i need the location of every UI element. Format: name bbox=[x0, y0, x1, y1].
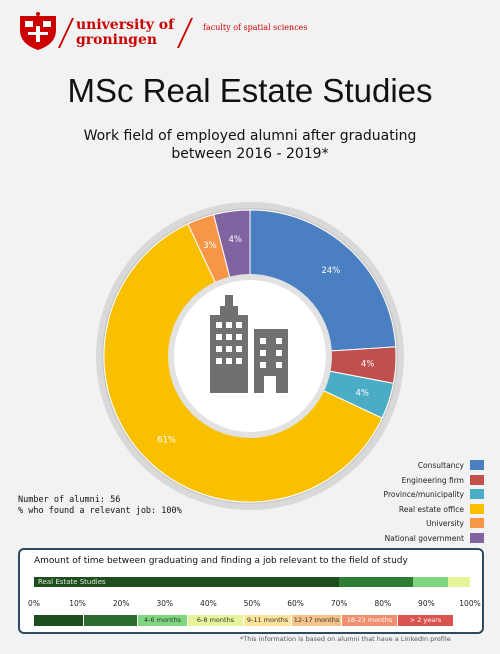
faculty-name: faculty of spatial sciences bbox=[203, 23, 308, 32]
legend-label: Engineering firm bbox=[401, 475, 464, 485]
page-title: MSc Real Estate Studies bbox=[67, 72, 433, 109]
legend-item: Consultancy bbox=[340, 459, 490, 473]
time-key-item: 12-17 months bbox=[292, 615, 341, 626]
x-tick-label: 100% bbox=[459, 599, 481, 608]
legend-swatch bbox=[470, 460, 484, 470]
time-to-job-bar: Real Estate Studies bbox=[34, 577, 470, 587]
legend-item: Province/municipality bbox=[340, 488, 490, 502]
x-tick-label: 80% bbox=[374, 599, 392, 608]
x-tick-label: 20% bbox=[112, 599, 130, 608]
x-tick-label: 90% bbox=[418, 599, 435, 608]
time-key-item: > 2 years bbox=[398, 615, 453, 626]
legend-item: Real estate office bbox=[340, 503, 490, 517]
chart-legend: Consultancy Engineering firm Province/muni… bbox=[340, 459, 490, 546]
time-key-item bbox=[34, 615, 83, 626]
university-name: university of groningen bbox=[76, 17, 175, 48]
slice-label: 3% bbox=[203, 241, 217, 251]
x-tick-label: 0% bbox=[28, 599, 40, 608]
relevant-job-rate: % who found a relevant job: 100% bbox=[18, 506, 182, 516]
legend-label: Province/municipality bbox=[383, 490, 464, 499]
alumni-count: Number of alumni: 56 bbox=[18, 495, 121, 505]
slice-label: 24% bbox=[321, 266, 340, 276]
bar-segment bbox=[448, 577, 470, 587]
slice-label: 4% bbox=[361, 359, 375, 369]
legend-label: Real estate office bbox=[398, 504, 464, 514]
legend-label: Consultancy bbox=[417, 461, 464, 470]
x-tick-label: 30% bbox=[156, 599, 174, 608]
divider bbox=[177, 18, 193, 48]
bar-segment bbox=[34, 577, 340, 587]
x-tick-label: 40% bbox=[200, 599, 217, 608]
x-tick-label: 70% bbox=[330, 599, 348, 608]
time-to-job-title: Amount of time between graduating and fi… bbox=[34, 556, 408, 566]
bar-segment bbox=[339, 577, 414, 587]
time-key-item: 4-6 months bbox=[138, 615, 187, 626]
alumni-stats: Number of alumni: 56 % who found a relev… bbox=[18, 495, 182, 517]
legend-item: National government bbox=[340, 532, 490, 546]
time-key-item bbox=[84, 615, 137, 626]
header: university of groningen faculty of spati… bbox=[0, 0, 500, 62]
university-crest-icon bbox=[20, 12, 56, 50]
legend-label: University bbox=[426, 519, 464, 528]
legend-swatch bbox=[470, 503, 484, 514]
legend-swatch bbox=[470, 489, 484, 499]
time-key-item: 6-8 months bbox=[188, 615, 243, 626]
legend-swatch bbox=[470, 518, 484, 528]
legend-swatch bbox=[470, 532, 484, 543]
legend-item: Engineering firm bbox=[340, 474, 490, 488]
time-key-item: 18-23 months bbox=[342, 615, 397, 626]
x-tick-label: 10% bbox=[69, 599, 86, 608]
slice-label: 4% bbox=[355, 388, 369, 398]
x-tick-label: 60% bbox=[287, 599, 304, 608]
x-tick-label: 50% bbox=[243, 599, 261, 608]
time-key-item: 9-11 months bbox=[244, 615, 291, 626]
work-field-donut-chart: 24% 4% 4% 61% 3% 4% bbox=[96, 202, 404, 510]
slice-label: 61% bbox=[157, 435, 176, 445]
bar-category-label: Real Estate Studies bbox=[38, 578, 106, 586]
slice-label: 4% bbox=[228, 235, 242, 245]
footnote: *This information is based on alumni tha… bbox=[240, 635, 451, 643]
legend-label: National government bbox=[384, 533, 464, 543]
chart-subtitle: Work field of employed alumni after grad… bbox=[83, 128, 417, 162]
legend-swatch bbox=[470, 474, 484, 485]
time-to-job-panel: Amount of time between graduating and fi… bbox=[18, 548, 484, 634]
legend-item: University bbox=[340, 517, 490, 531]
bar-segment bbox=[413, 577, 449, 587]
